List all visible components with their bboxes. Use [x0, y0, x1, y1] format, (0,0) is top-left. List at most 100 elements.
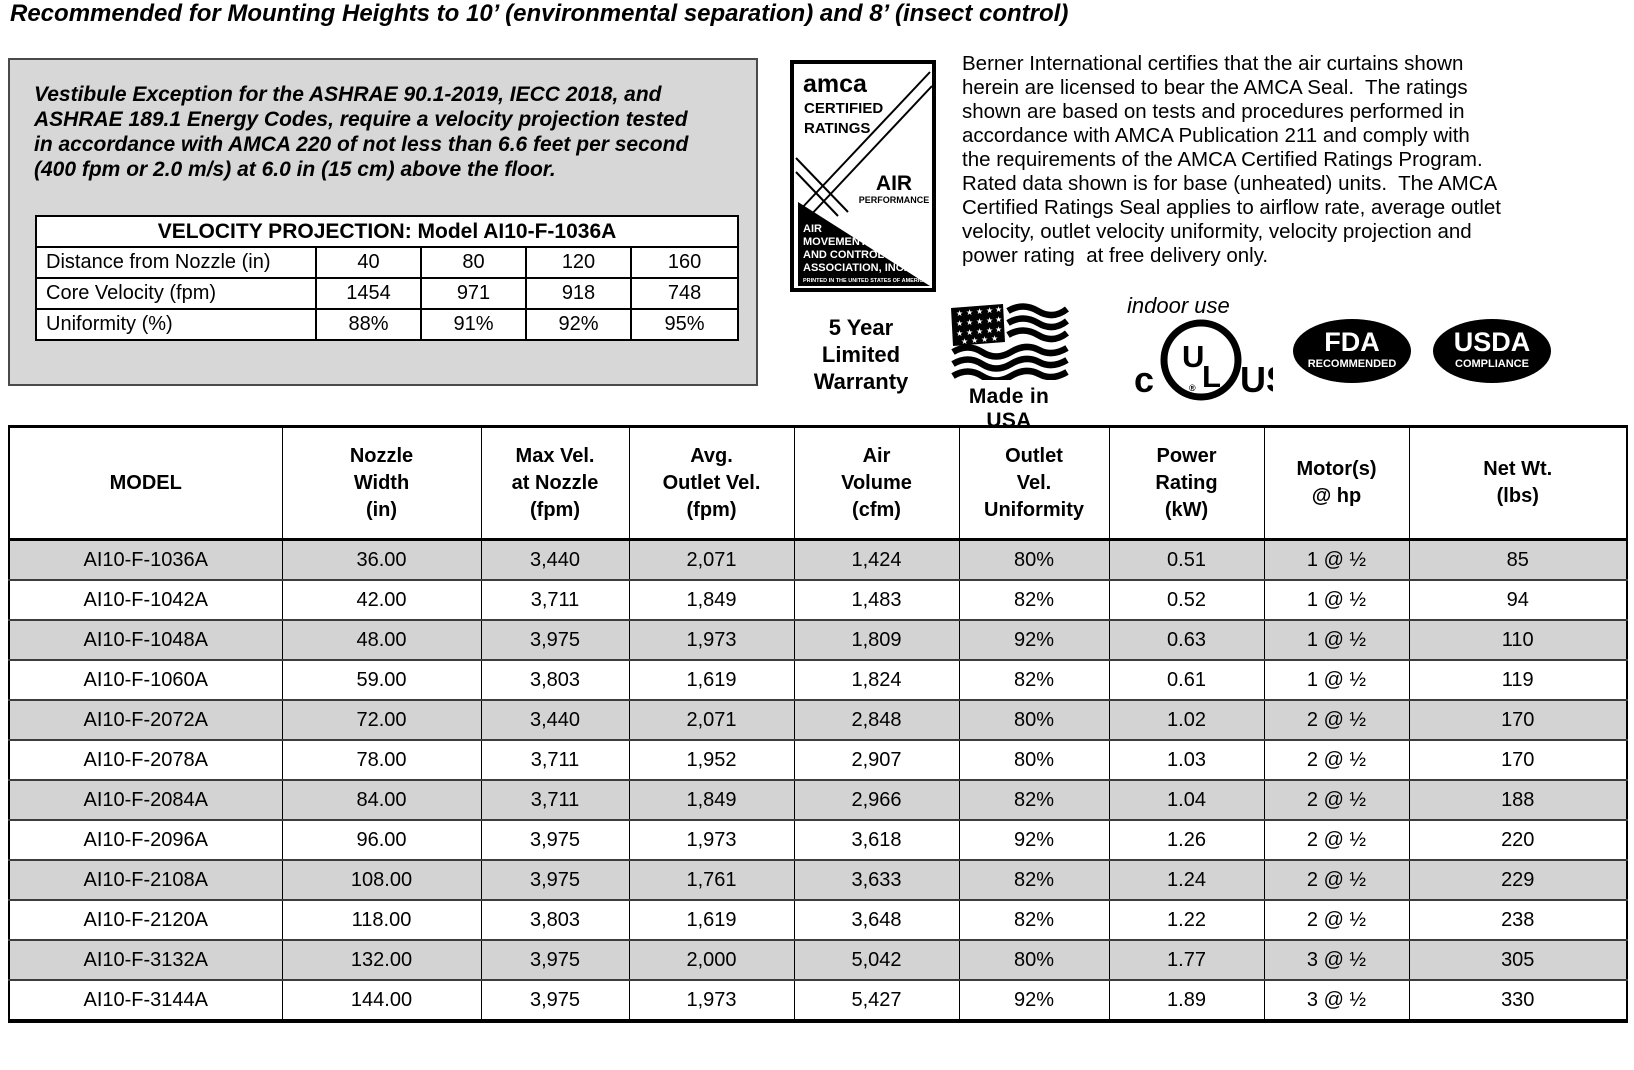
amca-org-line2: MOVEMENT	[803, 236, 867, 248]
spec-value-cell: 82%	[958, 579, 1109, 620]
velocity-cell: 120	[525, 246, 632, 279]
spec-value-cell: 82%	[958, 779, 1109, 820]
spec-value-cell: 94	[1408, 579, 1627, 620]
spec-value-cell: 2 @ ½	[1263, 699, 1409, 740]
svg-text:★: ★	[991, 334, 998, 343]
spec-value-cell: 1.22	[1108, 899, 1264, 940]
velocity-cell: 40	[315, 246, 422, 279]
spec-value-cell: 0.51	[1108, 538, 1264, 580]
spec-value-cell: 2 @ ½	[1263, 859, 1409, 900]
spec-model-cell: AI10-F-1060A	[8, 659, 282, 700]
spec-value-cell: 82%	[958, 899, 1109, 940]
spec-table-row: AI10-F-1048A 48.00 3,975 1,973 1,809 92% 0.63 1…	[8, 619, 1627, 660]
spec-table-row: AI10-F-3132A 132.00 3,975 2,000 5,042 80% 1.77…	[8, 939, 1627, 980]
spec-value-cell: 2 @ ½	[1263, 899, 1409, 940]
svg-text:★: ★	[966, 308, 973, 317]
fda-title: FDA	[1324, 327, 1380, 357]
spec-value-cell: 42.00	[281, 579, 481, 620]
spec-header-cell: Max Vel. at Nozzle (fpm)	[480, 426, 629, 541]
velocity-row-label: Uniformity (%)	[35, 308, 317, 341]
spec-value-cell: 78.00	[281, 739, 481, 780]
spec-value-cell: 3,803	[480, 659, 629, 700]
spec-table-row: AI10-F-3144A 144.00 3,975 1,973 5,427 92% 1.89…	[8, 979, 1627, 1021]
spec-value-cell: 5,042	[793, 939, 959, 980]
spec-model-cell: AI10-F-3144A	[8, 979, 282, 1021]
velocity-table-row: Uniformity (%) 88% 91% 92% 95%	[35, 308, 740, 341]
spec-value-cell: 3 @ ½	[1263, 979, 1409, 1021]
spec-value-cell: 1.89	[1108, 979, 1264, 1021]
amca-org-line4: ASSOCIATION, INC.	[803, 262, 907, 274]
spec-value-cell: 96.00	[281, 819, 481, 860]
spec-value-cell: 1 @ ½	[1263, 579, 1409, 620]
spec-table-row: AI10-F-1060A 59.00 3,803 1,619 1,824 82% 0.61 1…	[8, 659, 1627, 700]
spec-value-cell: 82%	[958, 859, 1109, 900]
spec-value-cell: 0.63	[1108, 619, 1264, 660]
vestibule-exception-box: Vestibule Exception for the ASHRAE 90.1-…	[8, 58, 758, 386]
velocity-cell: 92%	[525, 308, 632, 341]
spec-value-cell: 5,427	[793, 979, 959, 1021]
spec-value-cell: 170	[1408, 699, 1627, 740]
spec-table-row: AI10-F-1042A 42.00 3,711 1,849 1,483 82% 0.52 1…	[8, 579, 1627, 620]
spec-value-cell: 1,619	[628, 659, 794, 700]
spec-value-cell: 1.24	[1108, 859, 1264, 900]
spec-value-cell: 72.00	[281, 699, 481, 740]
spec-value-cell: 1.77	[1108, 939, 1264, 980]
spec-model-cell: AI10-F-1036A	[8, 538, 282, 580]
spec-value-cell: 1,849	[628, 779, 794, 820]
amca-certified-text: CERTIFIED	[804, 100, 883, 117]
spec-table-row: AI10-F-2084A 84.00 3,711 1,849 2,966 82% 1.04 2…	[8, 779, 1627, 820]
ul-registered-mark: ®	[1189, 383, 1196, 393]
amca-seal-icon: amca CERTIFIED RATINGS AIR PERFORMANCE A…	[790, 60, 936, 292]
svg-text:★: ★	[995, 325, 1002, 334]
velocity-cell: 160	[629, 246, 740, 279]
spec-value-cell: 2 @ ½	[1263, 779, 1409, 820]
svg-text:★: ★	[966, 318, 973, 327]
svg-text:★: ★	[956, 329, 963, 338]
spec-value-cell: 82%	[958, 659, 1109, 700]
svg-text:★: ★	[971, 336, 978, 345]
amca-certified-ratings-seal: amca CERTIFIED RATINGS AIR PERFORMANCE A…	[790, 60, 936, 297]
velocity-cell: 91%	[420, 308, 527, 341]
spec-value-cell: 1,809	[793, 619, 959, 660]
made-in-usa-badge: ★ ★ ★ ★ ★ ★ ★ ★ ★ ★ ★ ★ ★ ★ ★ ★ ★ ★ ★ Made in USA	[946, 302, 1072, 433]
spec-value-cell: 220	[1408, 819, 1627, 860]
spec-table-row: AI10-F-2096A 96.00 3,975 1,973 3,618 92% 1.26 2…	[8, 819, 1627, 860]
velocity-table-title-row: VELOCITY PROJECTION: Model AI10-F-1036A	[34, 215, 740, 248]
spec-value-cell: 3,803	[480, 899, 629, 940]
spec-value-cell: 119	[1408, 659, 1627, 700]
warranty-text: 5 Year Limited Warranty	[813, 315, 909, 394]
spec-value-cell: 110	[1408, 619, 1627, 660]
spec-value-cell: 3,975	[480, 939, 629, 980]
spec-value-cell: 2 @ ½	[1263, 819, 1409, 860]
spec-value-cell: 108.00	[281, 859, 481, 900]
spec-value-cell: 3,648	[793, 899, 959, 940]
spec-value-cell: 2,907	[793, 739, 959, 780]
spec-value-cell: 1.02	[1108, 699, 1264, 740]
spec-value-cell: 1.03	[1108, 739, 1264, 780]
velocity-table-row: Core Velocity (fpm) 1454 971 918 748	[35, 277, 740, 310]
spec-value-cell: 238	[1408, 899, 1627, 940]
amca-ratings-text: RATINGS	[804, 120, 870, 137]
svg-text:★: ★	[995, 305, 1002, 314]
spec-table-row: AI10-F-1036A 36.00 3,440 2,071 1,424 80% 0.51 1…	[8, 538, 1627, 580]
spec-value-cell: 80%	[958, 739, 1109, 780]
spec-model-cell: AI10-F-3132A	[8, 939, 282, 980]
spec-header-cell: MODEL	[8, 426, 282, 541]
spec-value-cell: 118.00	[281, 899, 481, 940]
spec-value-cell: 92%	[958, 619, 1109, 660]
spec-value-cell: 1,761	[628, 859, 794, 900]
svg-text:★: ★	[966, 328, 973, 337]
amca-org-line1: AIR	[803, 223, 822, 235]
svg-text:★: ★	[976, 327, 983, 336]
spec-model-cell: AI10-F-2072A	[8, 699, 282, 740]
spec-value-cell: 1,619	[628, 899, 794, 940]
spec-value-cell: 0.52	[1108, 579, 1264, 620]
spec-value-cell: 1,952	[628, 739, 794, 780]
spec-value-cell: 188	[1408, 779, 1627, 820]
velocity-cell: 80	[420, 246, 527, 279]
spec-value-cell: 1.26	[1108, 819, 1264, 860]
spec-value-cell: 80%	[958, 699, 1109, 740]
spec-value-cell: 0.61	[1108, 659, 1264, 700]
velocity-cell: 88%	[315, 308, 422, 341]
spec-value-cell: 3,440	[480, 538, 629, 580]
